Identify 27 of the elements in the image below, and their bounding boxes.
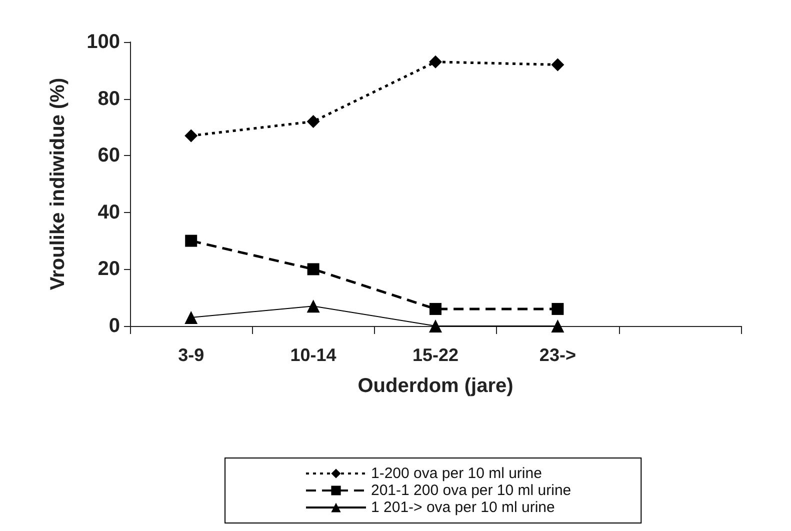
point xyxy=(430,302,442,315)
point xyxy=(551,58,564,72)
legend-label: 1 201-> ova per 10 ml urine xyxy=(371,499,555,516)
y-tick-label: 80 xyxy=(98,88,120,110)
legend-label: 1-200 ova per 10 ml urine xyxy=(371,465,542,482)
point xyxy=(552,302,564,315)
point xyxy=(184,310,198,324)
x-tick-label: 10-14 xyxy=(290,345,336,365)
point xyxy=(306,300,320,313)
point xyxy=(429,55,442,68)
x-axis-title: Ouderdom (jare) xyxy=(358,375,514,397)
y-tick-label: 40 xyxy=(98,201,120,224)
x-tick-label: 23-> xyxy=(539,345,576,365)
point xyxy=(551,320,564,332)
y-tick-label: 20 xyxy=(98,258,120,280)
y-tick-label: 100 xyxy=(86,31,120,53)
x-tick-label: 15-22 xyxy=(412,345,459,365)
y-tick-label: 0 xyxy=(108,315,120,337)
point xyxy=(185,234,198,247)
point xyxy=(307,263,320,276)
point xyxy=(306,115,320,128)
legend-label: 201-1 200 ova per 10 ml urine xyxy=(371,482,572,499)
point xyxy=(429,320,442,332)
y-tick-label: 60 xyxy=(98,144,120,167)
point xyxy=(184,129,198,142)
x-tick-label: 3-9 xyxy=(178,345,204,365)
y-axis-title: Vroulike indiwidue (%) xyxy=(47,78,69,290)
